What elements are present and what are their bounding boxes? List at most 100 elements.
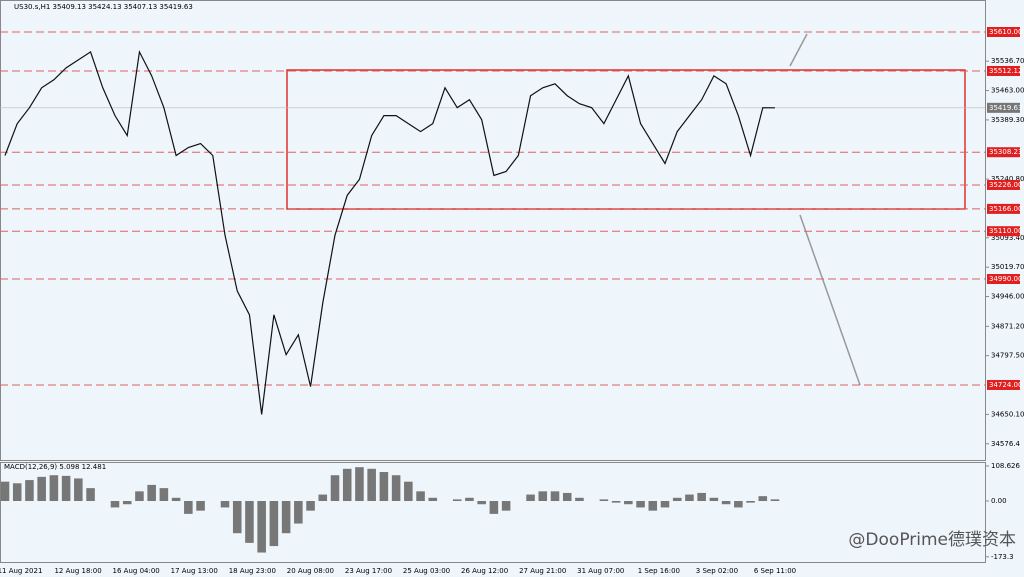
main-panel bbox=[0, 0, 986, 461]
macd-bar bbox=[0, 481, 10, 502]
level-label: 34724.00 bbox=[989, 381, 1022, 389]
macd-bar bbox=[49, 475, 59, 502]
macd-bar bbox=[147, 484, 156, 502]
level-label: 35110.00 bbox=[989, 227, 1022, 235]
macd-bar bbox=[660, 501, 670, 508]
y-tick-label: 35240.80 bbox=[991, 175, 1024, 183]
macd-bar bbox=[184, 501, 193, 514]
macd-bar bbox=[379, 472, 389, 502]
x-tick-label: 31 Aug 07:00 bbox=[577, 567, 624, 575]
level-tag bbox=[987, 26, 1020, 37]
macd-bar bbox=[501, 501, 511, 511]
macd-bar bbox=[171, 497, 181, 502]
y-tick-label: 35463.00 bbox=[991, 87, 1024, 95]
x-tick-label: 18 Aug 23:00 bbox=[229, 567, 276, 575]
macd-bar bbox=[770, 499, 780, 502]
macd-bar bbox=[538, 491, 548, 502]
macd-bar bbox=[758, 496, 768, 502]
x-tick-label: 26 Aug 12:00 bbox=[461, 567, 508, 575]
macd-bar bbox=[562, 492, 572, 502]
x-tick-label: 20 Aug 08:00 bbox=[287, 567, 334, 575]
macd-bar bbox=[391, 475, 401, 502]
macd-bar bbox=[672, 497, 682, 502]
macd-bar bbox=[306, 501, 315, 511]
x-tick-label: 12 Aug 18:00 bbox=[54, 567, 101, 575]
x-tick-label: 11 Aug 2021 bbox=[0, 567, 42, 575]
macd-bar bbox=[342, 468, 352, 502]
level-label: 35308.23 bbox=[989, 148, 1022, 156]
y-tick-label: 34797.50 bbox=[991, 352, 1024, 360]
macd-bar bbox=[550, 491, 560, 502]
macd-bar bbox=[404, 481, 413, 502]
level-label: 35226.00 bbox=[989, 181, 1022, 189]
macd-bar bbox=[196, 501, 205, 511]
current-label: 35419.63 bbox=[989, 104, 1022, 112]
y-tick-label: -173.3 bbox=[991, 553, 1014, 561]
macd-bar bbox=[416, 491, 425, 502]
macd-bar bbox=[257, 501, 266, 553]
level-tag bbox=[987, 379, 1020, 390]
x-tick-label: 27 Aug 21:00 bbox=[519, 567, 566, 575]
current-tag bbox=[987, 102, 1020, 113]
level-tag bbox=[987, 203, 1020, 214]
macd-bar bbox=[135, 491, 144, 502]
x-tick-label: 6 Sep 11:00 bbox=[754, 567, 796, 575]
macd-bar bbox=[294, 501, 303, 524]
x-tick-label: 1 Sep 16:00 bbox=[638, 567, 680, 575]
macd-bar bbox=[477, 501, 486, 505]
x-tick-label: 16 Aug 04:00 bbox=[113, 567, 160, 575]
macd-bar bbox=[465, 497, 474, 502]
macd-bar bbox=[159, 488, 169, 502]
level-tag bbox=[987, 179, 1020, 190]
macd-bar bbox=[648, 501, 658, 511]
macd-bar bbox=[220, 501, 230, 508]
macd-bar bbox=[697, 492, 706, 502]
macd-bar bbox=[685, 494, 694, 502]
y-tick-label: 35389.30 bbox=[991, 116, 1024, 124]
y-tick-label: 34871.20 bbox=[991, 322, 1024, 330]
macd-bar bbox=[428, 497, 438, 502]
y-tick-label: 0.00 bbox=[991, 497, 1007, 505]
y-tick-label: 34650.10 bbox=[991, 410, 1024, 418]
macd-bar bbox=[281, 501, 291, 534]
macd-title: MACD(12,26,9) 5.098 12.481 bbox=[4, 463, 106, 471]
level-label: 34990.00 bbox=[989, 275, 1022, 283]
macd-bar bbox=[489, 501, 499, 514]
macd-bar bbox=[232, 501, 242, 534]
macd-bar bbox=[721, 501, 731, 505]
level-tag bbox=[987, 226, 1020, 237]
arrow-up bbox=[789, 33, 808, 67]
x-tick-label: 17 Aug 13:00 bbox=[171, 567, 218, 575]
macd-bar bbox=[746, 501, 755, 503]
macd-bar bbox=[12, 483, 22, 502]
y-tick-label: 35536.70 bbox=[991, 57, 1024, 65]
macd-bar bbox=[526, 494, 535, 502]
macd-bar bbox=[599, 499, 609, 502]
x-tick-label: 23 Aug 17:00 bbox=[345, 567, 392, 575]
price-line bbox=[4, 49, 776, 415]
level-label: 35166.00 bbox=[989, 205, 1022, 213]
macd-bar bbox=[61, 475, 71, 502]
y-tick-label: 34576.4 bbox=[991, 440, 1020, 448]
macd-bar bbox=[624, 501, 633, 505]
y-tick-label: 34946.00 bbox=[991, 293, 1024, 301]
level-tag bbox=[987, 274, 1020, 285]
x-tick-label: 25 Aug 03:00 bbox=[403, 567, 450, 575]
watermark: @DooPrime德璞资本 bbox=[848, 530, 1016, 550]
level-label: 35512.12 bbox=[989, 67, 1022, 75]
macd-bar bbox=[245, 501, 254, 543]
level-tag bbox=[987, 65, 1020, 76]
macd-bar bbox=[110, 501, 120, 508]
macd-bar bbox=[37, 476, 46, 502]
macd-bar bbox=[318, 494, 328, 502]
macd-bar bbox=[611, 501, 621, 503]
macd-bar bbox=[575, 497, 584, 502]
macd-bar bbox=[122, 501, 132, 505]
macd-bar bbox=[86, 488, 95, 502]
macd-bar bbox=[709, 497, 719, 502]
macd-panel bbox=[0, 462, 986, 563]
macd-bar bbox=[269, 501, 279, 547]
macd-bar bbox=[355, 467, 364, 502]
